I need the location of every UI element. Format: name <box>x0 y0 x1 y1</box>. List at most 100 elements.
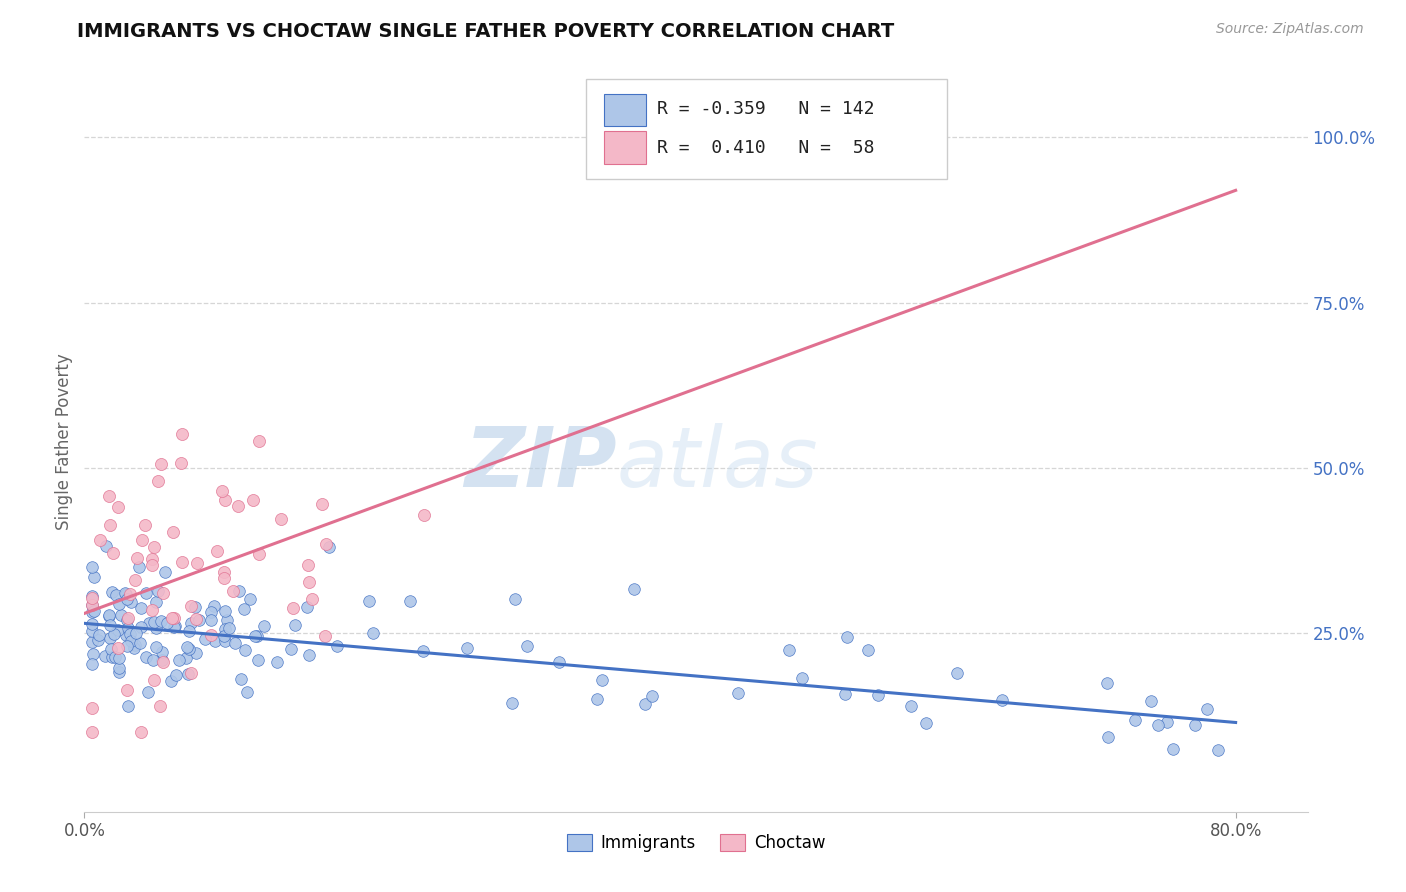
Point <box>170 456 193 470</box>
Point <box>141 552 163 566</box>
Point <box>314 628 336 642</box>
Point <box>135 649 157 664</box>
Point <box>118 626 141 640</box>
Point <box>361 626 384 640</box>
Point <box>93 649 115 664</box>
Point <box>110 608 132 623</box>
Point <box>180 599 202 613</box>
Point <box>990 693 1012 707</box>
Point <box>202 599 225 613</box>
Point <box>142 615 165 630</box>
Point <box>591 673 613 687</box>
Point <box>315 537 337 551</box>
Point <box>145 640 167 654</box>
Point <box>585 692 607 706</box>
Point <box>172 427 194 442</box>
Point <box>1147 718 1170 732</box>
Point <box>80 560 103 574</box>
Point <box>89 533 111 547</box>
Point <box>792 671 814 685</box>
Point <box>152 586 174 600</box>
Point <box>115 683 138 698</box>
Point <box>214 493 236 508</box>
Point <box>1195 702 1218 716</box>
Point <box>212 571 235 585</box>
Point <box>80 725 103 739</box>
Point <box>778 643 800 657</box>
Point <box>295 599 318 614</box>
Point <box>98 608 121 623</box>
FancyBboxPatch shape <box>605 94 645 126</box>
Text: IMMIGRANTS VS CHOCTAW SINGLE FATHER POVERTY CORRELATION CHART: IMMIGRANTS VS CHOCTAW SINGLE FATHER POVE… <box>77 22 894 41</box>
Point <box>412 644 434 658</box>
Point <box>200 613 222 627</box>
Point <box>145 595 167 609</box>
Point <box>120 587 142 601</box>
Point <box>129 601 152 615</box>
Point <box>229 672 252 686</box>
Point <box>114 586 136 600</box>
Text: Source: ZipAtlas.com: Source: ZipAtlas.com <box>1216 22 1364 37</box>
Point <box>186 612 208 626</box>
Point <box>107 623 129 637</box>
Point <box>124 573 146 587</box>
Point <box>98 632 121 646</box>
Point <box>200 605 222 619</box>
Point <box>246 629 269 643</box>
Point <box>87 632 110 647</box>
Point <box>142 540 165 554</box>
Point <box>242 493 264 508</box>
Point <box>98 608 121 623</box>
Point <box>1184 717 1206 731</box>
Point <box>134 517 156 532</box>
Point <box>247 652 270 666</box>
Point <box>149 698 172 713</box>
Point <box>128 560 150 574</box>
Point <box>835 630 858 644</box>
Point <box>125 625 148 640</box>
Point <box>80 617 103 632</box>
Point <box>249 434 271 449</box>
Point <box>163 611 186 625</box>
Point <box>1206 743 1229 757</box>
Point <box>184 646 207 660</box>
Point <box>156 616 179 631</box>
Point <box>83 570 105 584</box>
Point <box>141 603 163 617</box>
Point <box>186 556 208 570</box>
Point <box>146 584 169 599</box>
Point <box>900 699 922 714</box>
Point <box>150 614 173 628</box>
Point <box>117 621 139 635</box>
Point <box>117 613 139 627</box>
Point <box>124 638 146 652</box>
Point <box>318 540 340 554</box>
Point <box>104 649 127 664</box>
Point <box>180 666 202 681</box>
Point <box>284 618 307 632</box>
Point <box>1139 693 1161 707</box>
Point <box>80 605 103 619</box>
Point <box>184 599 207 614</box>
Point <box>80 700 103 714</box>
Point <box>167 653 190 667</box>
Point <box>548 655 571 669</box>
Point <box>98 517 121 532</box>
Point <box>215 613 238 627</box>
Point <box>218 621 240 635</box>
Point <box>1156 715 1178 730</box>
Point <box>245 629 267 643</box>
Point <box>228 584 250 599</box>
Point <box>160 611 183 625</box>
Point <box>214 628 236 642</box>
Point <box>194 632 217 646</box>
Point <box>107 597 129 611</box>
Point <box>150 653 173 667</box>
Point <box>1097 730 1119 744</box>
FancyBboxPatch shape <box>605 131 645 164</box>
Point <box>131 725 153 739</box>
Point <box>163 619 186 633</box>
Point <box>226 500 249 514</box>
Point <box>177 667 200 681</box>
Point <box>412 508 434 522</box>
